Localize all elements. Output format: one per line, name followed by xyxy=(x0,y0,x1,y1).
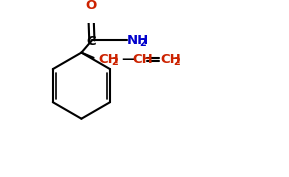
Text: —: — xyxy=(121,53,135,66)
Text: 2: 2 xyxy=(173,57,179,67)
Text: O: O xyxy=(85,0,97,12)
Text: 2: 2 xyxy=(111,57,118,67)
Text: CH: CH xyxy=(99,53,120,66)
Text: 2: 2 xyxy=(139,38,146,48)
Text: CH: CH xyxy=(133,53,153,66)
Text: NH: NH xyxy=(127,34,149,47)
Text: CH: CH xyxy=(161,53,181,66)
Text: C: C xyxy=(86,35,96,48)
